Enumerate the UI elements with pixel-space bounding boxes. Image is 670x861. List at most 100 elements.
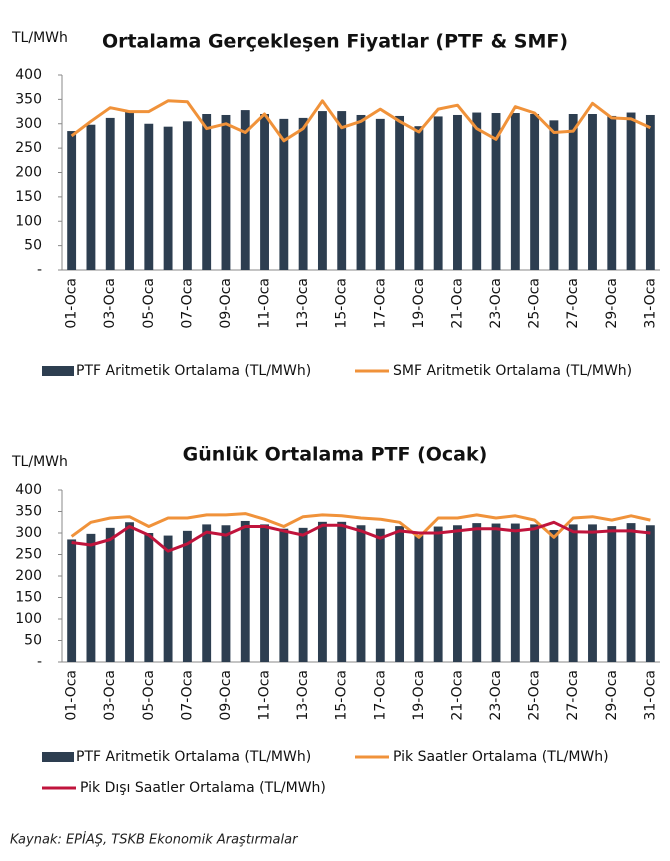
x-tick-label: 01-Oca — [64, 278, 80, 329]
bar — [491, 113, 501, 271]
bar — [588, 524, 597, 662]
bar — [125, 522, 134, 662]
bar — [645, 114, 655, 270]
bar — [568, 524, 578, 662]
bar — [163, 535, 173, 662]
x-tick-label: 21-Oca — [449, 278, 465, 329]
chart-title: Günlük Ortalama PTF (Ocak) — [183, 444, 488, 466]
x-tick-label: 31-Oca — [642, 670, 658, 721]
x-tick-label: 13-Oca — [295, 670, 311, 721]
x-tick-label: 19-Oca — [411, 278, 427, 329]
bar — [395, 115, 405, 270]
y-tick-label: - — [37, 262, 42, 278]
y-tick-label: 50 — [24, 633, 42, 649]
legend-swatch — [42, 366, 74, 376]
x-tick-label: 15-Oca — [334, 670, 350, 721]
x-tick-label: 17-Oca — [372, 278, 388, 329]
source-note: Kaynak: EPİAŞ, TSKB Ekonomik Araştırmala… — [10, 832, 299, 848]
bar — [67, 131, 77, 270]
bar — [260, 524, 269, 662]
bar — [395, 526, 405, 662]
x-tick-label: 07-Oca — [179, 670, 195, 721]
bar — [144, 123, 154, 270]
bar — [163, 126, 173, 270]
bar — [298, 527, 308, 662]
bar — [86, 533, 96, 662]
x-tick-label: 11-Oca — [257, 670, 273, 721]
x-tick-label: 15-Oca — [334, 278, 350, 329]
y-tick-label: 300 — [15, 116, 42, 132]
x-tick-label: 29-Oca — [604, 278, 620, 329]
bar — [240, 110, 250, 270]
bar — [472, 523, 482, 662]
x-tick-label: 25-Oca — [527, 670, 543, 721]
bar — [453, 525, 462, 662]
bar — [414, 535, 424, 662]
x-tick-label: 11-Oca — [257, 278, 273, 329]
legend-label: SMF Aritmetik Ortalama (TL/MWh) — [393, 363, 632, 379]
y-tick-label: 200 — [15, 568, 42, 584]
bar — [549, 120, 559, 271]
bar — [298, 117, 308, 271]
y-tick-label: 350 — [15, 504, 42, 520]
bar — [105, 117, 115, 271]
x-tick-label: 27-Oca — [565, 278, 581, 329]
bar — [144, 533, 154, 662]
bar — [221, 525, 231, 662]
x-tick-label: 05-Oca — [141, 670, 157, 721]
bar — [202, 114, 212, 270]
bar — [105, 527, 115, 662]
y-tick-label: 50 — [24, 238, 42, 254]
x-tick-label: 23-Oca — [488, 670, 504, 721]
x-tick-label: 25-Oca — [527, 278, 543, 329]
bar — [86, 124, 96, 270]
bar — [375, 118, 385, 270]
bar — [240, 520, 250, 662]
bar — [433, 526, 443, 662]
bar — [453, 114, 462, 270]
bar — [337, 521, 347, 662]
x-tick-label: 09-Oca — [218, 278, 234, 329]
bar — [182, 530, 192, 662]
chart-title: Ortalama Gerçekleşen Fiyatlar (PTF & SMF… — [102, 31, 568, 53]
bar — [279, 528, 289, 662]
x-tick-label: 01-Oca — [64, 670, 80, 721]
line — [71, 520, 651, 553]
x-tick-label: 05-Oca — [141, 278, 157, 329]
y-tick-label: 250 — [15, 547, 42, 563]
y-tick-label: - — [37, 654, 42, 670]
x-tick-label: 19-Oca — [411, 670, 427, 721]
bar — [182, 121, 192, 270]
y-tick-label: 100 — [15, 213, 42, 229]
bar — [221, 114, 231, 270]
bar — [645, 525, 655, 662]
y-axis-label: TL/MWh — [11, 30, 68, 46]
bar — [568, 114, 578, 270]
y-tick-label: 300 — [15, 525, 42, 541]
bar — [260, 114, 269, 270]
bar — [67, 539, 77, 662]
bar — [317, 111, 327, 270]
legend-label: Pik Dışı Saatler Ortalama (TL/MWh) — [80, 780, 326, 796]
legend-label: PTF Aritmetik Ortalama (TL/MWh) — [76, 363, 311, 379]
bar — [472, 112, 482, 270]
bar — [317, 521, 327, 662]
bar — [607, 115, 617, 270]
bar — [337, 111, 347, 270]
y-tick-label: 350 — [15, 91, 42, 107]
y-tick-label: 200 — [15, 165, 42, 181]
line — [70, 99, 652, 143]
bar — [375, 528, 385, 662]
bar — [626, 112, 636, 270]
x-tick-label: 03-Oca — [102, 670, 118, 721]
bar — [607, 526, 617, 662]
x-tick-label: 21-Oca — [449, 670, 465, 721]
x-tick-label: 13-Oca — [295, 278, 311, 329]
bar — [530, 524, 540, 662]
bar — [356, 525, 366, 662]
bar — [414, 126, 424, 270]
bar — [588, 114, 597, 270]
x-tick-label: 31-Oca — [642, 278, 658, 329]
x-tick-label: 29-Oca — [604, 670, 620, 721]
